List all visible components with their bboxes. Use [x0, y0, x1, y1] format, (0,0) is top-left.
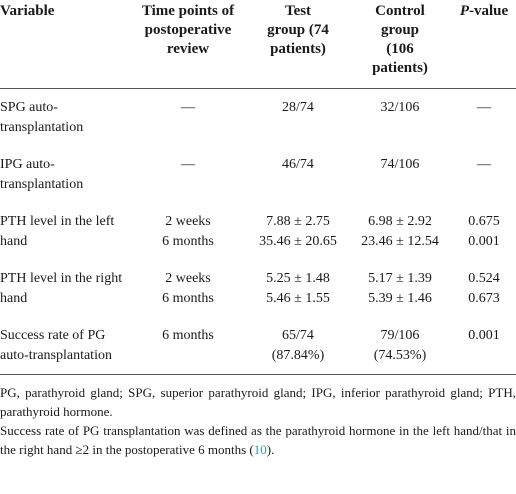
- cell-line: 32/106: [380, 100, 420, 115]
- table-cell: —: [452, 146, 516, 203]
- header-line: (106: [386, 41, 414, 57]
- cell-line: 0.673: [468, 291, 500, 306]
- table-cell: 65/74 (87.84%): [248, 317, 348, 375]
- header-text: -value: [469, 3, 509, 19]
- header-line: Test: [284, 3, 312, 19]
- cell-line: —: [477, 100, 491, 115]
- cell-line: 46/74: [282, 157, 314, 172]
- table-cell: 5.17 ± 1.39 5.39 ± 1.46: [348, 260, 452, 317]
- row-label: Success rate of PG auto-transplantation: [0, 317, 128, 375]
- table-cell: —: [128, 146, 248, 203]
- table-cell: 0.001: [452, 317, 516, 375]
- cell-line: 74/106: [380, 157, 420, 172]
- row-label: IPG auto-transplantation: [0, 157, 84, 192]
- table-row: SPG auto-transplantation — 28/74 32/106 —: [0, 89, 516, 147]
- cell-line: 5.25 ± 1.48: [266, 271, 330, 286]
- table-cell: 46/74: [248, 146, 348, 203]
- cell-line: 5.17 ± 1.39: [368, 271, 432, 286]
- table-row: PTH level in the right hand 2 weeks 6 mont…: [0, 260, 516, 317]
- cell-line: 2 weeks: [165, 271, 211, 286]
- header-line: postoperative: [144, 22, 232, 38]
- cell-line: 6.98 ± 2.92: [368, 214, 432, 229]
- cell-line: 2 weeks: [165, 214, 211, 229]
- header-line: Time points of: [141, 3, 235, 19]
- table-cell: 79/106 (74.53%): [348, 317, 452, 375]
- cell-line: (74.53%): [373, 348, 427, 363]
- cell-line: 6 months: [162, 234, 214, 249]
- header-line: group (74: [267, 22, 329, 38]
- header-italic: P: [459, 3, 469, 19]
- definition-note: Success rate of PG transplantation was d…: [0, 421, 516, 459]
- cell-line: 65/74: [282, 328, 314, 343]
- note-text: Success rate of PG transplantation was d…: [0, 423, 516, 457]
- row-label: SPG auto-transplantation: [0, 100, 84, 135]
- cell-line: —: [181, 100, 195, 115]
- cell-line: 0.524: [468, 271, 500, 286]
- table-cell: 6.98 ± 2.92 23.46 ± 12.54: [348, 203, 452, 260]
- header-line: Control: [375, 3, 425, 19]
- cell-line: 23.46 ± 12.54: [361, 234, 439, 249]
- cell-line: 28/74: [282, 100, 314, 115]
- header-line: review: [166, 41, 210, 57]
- table-cell: 2 weeks 6 months: [128, 260, 248, 317]
- header-cell: Test group (74 patients): [248, 0, 348, 89]
- header-row: Variable Time points of postoperative revie…: [0, 0, 516, 89]
- footnotes: PG, parathyroid gland; SPG, superior par…: [0, 375, 516, 459]
- table-row: IPG auto-transplantation — 46/74 74/106 —: [0, 146, 516, 203]
- cell-line: —: [477, 157, 491, 172]
- results-table: Variable Time points of postoperative revie…: [0, 0, 516, 375]
- cell-line: 6 months: [162, 291, 214, 306]
- table-cell: 32/106: [348, 89, 452, 147]
- cell-line: 35.46 ± 20.65: [259, 234, 337, 249]
- table-cell: —: [128, 89, 248, 147]
- cell-line: 6 months: [162, 328, 214, 343]
- table-cell: 7.88 ± 2.75 35.46 ± 20.65: [248, 203, 348, 260]
- table-cell: 0.675 0.001: [452, 203, 516, 260]
- cell-line: —: [181, 157, 195, 172]
- cell-line: 0.001: [468, 234, 500, 249]
- table-cell: 6 months: [128, 317, 248, 375]
- table-row: Success rate of PG auto-transplantation 6…: [0, 317, 516, 375]
- header-line: patients): [270, 41, 326, 57]
- cell-line: 0.675: [468, 214, 500, 229]
- header-cell: Control group (106 patients): [348, 0, 452, 89]
- table-row: PTH level in the left hand 2 weeks 6 month…: [0, 203, 516, 260]
- table-cell: —: [452, 89, 516, 147]
- row-label: PTH level in the right hand: [0, 271, 123, 306]
- note-end: ).: [266, 442, 275, 457]
- header-cell: P-value: [452, 0, 516, 89]
- cell-line: 5.46 ± 1.55: [266, 291, 330, 306]
- table-cell: 74/106: [348, 146, 452, 203]
- header-line: group: [380, 22, 420, 38]
- abbreviations-note: PG, parathyroid gland; SPG, superior par…: [0, 385, 516, 419]
- cell-line: 0.001: [468, 328, 500, 343]
- row-label: PTH level in the left hand: [0, 214, 115, 249]
- cell-line: 79/106: [380, 328, 420, 343]
- table-cell: 5.25 ± 1.48 5.46 ± 1.55: [248, 260, 348, 317]
- header-line: Variable: [0, 3, 55, 19]
- cell-line: 5.39 ± 1.46: [368, 291, 432, 306]
- cell-line: (87.84%): [271, 348, 325, 363]
- table-cell: 0.524 0.673: [452, 260, 516, 317]
- header-line: patients): [372, 60, 428, 76]
- table-body: SPG auto-transplantation —28/74 32/106— IPG…: [0, 89, 516, 375]
- table-cell: 2 weeks 6 months: [128, 203, 248, 260]
- cell-line: 7.88 ± 2.75: [266, 214, 330, 229]
- reference-link[interactable]: 10: [253, 442, 267, 457]
- header-cell: Time points of postoperative review: [128, 0, 248, 89]
- header-cell: Variable: [0, 0, 128, 89]
- table-cell: 28/74: [248, 89, 348, 147]
